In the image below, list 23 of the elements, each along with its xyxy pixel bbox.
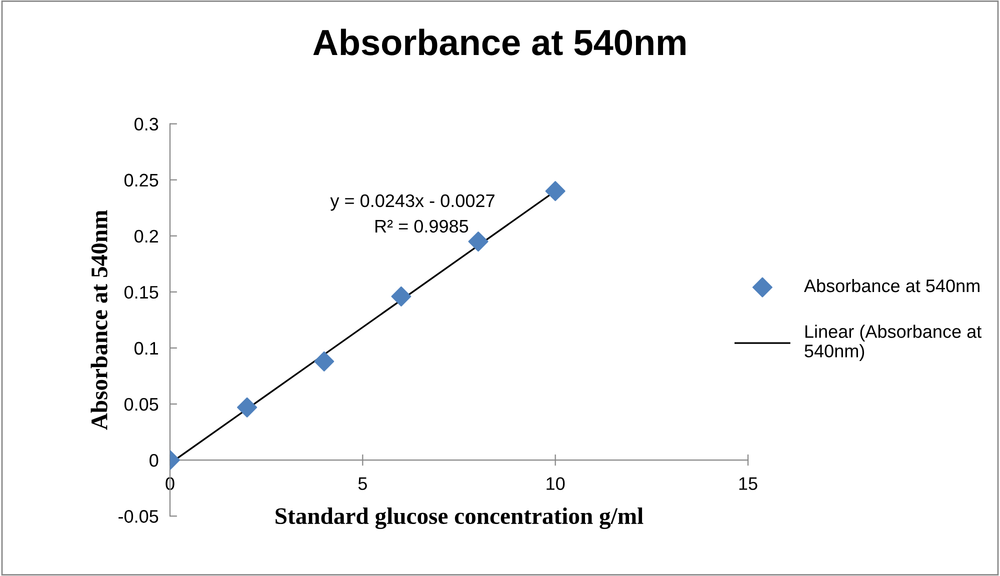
legend-label: Linear (Absorbance at 540nm): [804, 324, 982, 361]
y-tick-label: 0.3: [134, 118, 158, 131]
point: [545, 181, 566, 202]
y-tick-label: 0.15: [124, 286, 158, 299]
y-tick-label: -0.05: [118, 510, 158, 523]
point: [468, 232, 488, 252]
x-axis-title: Standard glucose concentration g/ml: [276, 507, 644, 530]
point: [314, 351, 334, 372]
x-tick-label: 5: [358, 477, 367, 490]
point: [391, 286, 412, 306]
annotation: y = 0.0243x - 0.0027: [330, 194, 494, 211]
y-tick-label: 0: [150, 454, 158, 467]
legend-label: Absorbance at 540nm: [804, 278, 980, 292]
y-tick-label: 0.1: [134, 342, 158, 355]
y-tick-label: 0.2: [134, 230, 158, 243]
annotation: R² = 0.9985: [375, 220, 468, 233]
point: [237, 397, 258, 418]
y-axis-title: Absorbance at 540nm: [90, 210, 108, 430]
y-tick-label: 0.05: [124, 398, 158, 411]
chart-title: Absorbance at 540nm: [313, 28, 686, 56]
x-tick-label: 15: [739, 477, 758, 490]
x-tick-label: 10: [546, 477, 565, 490]
y-tick-label: 0.25: [124, 174, 158, 187]
